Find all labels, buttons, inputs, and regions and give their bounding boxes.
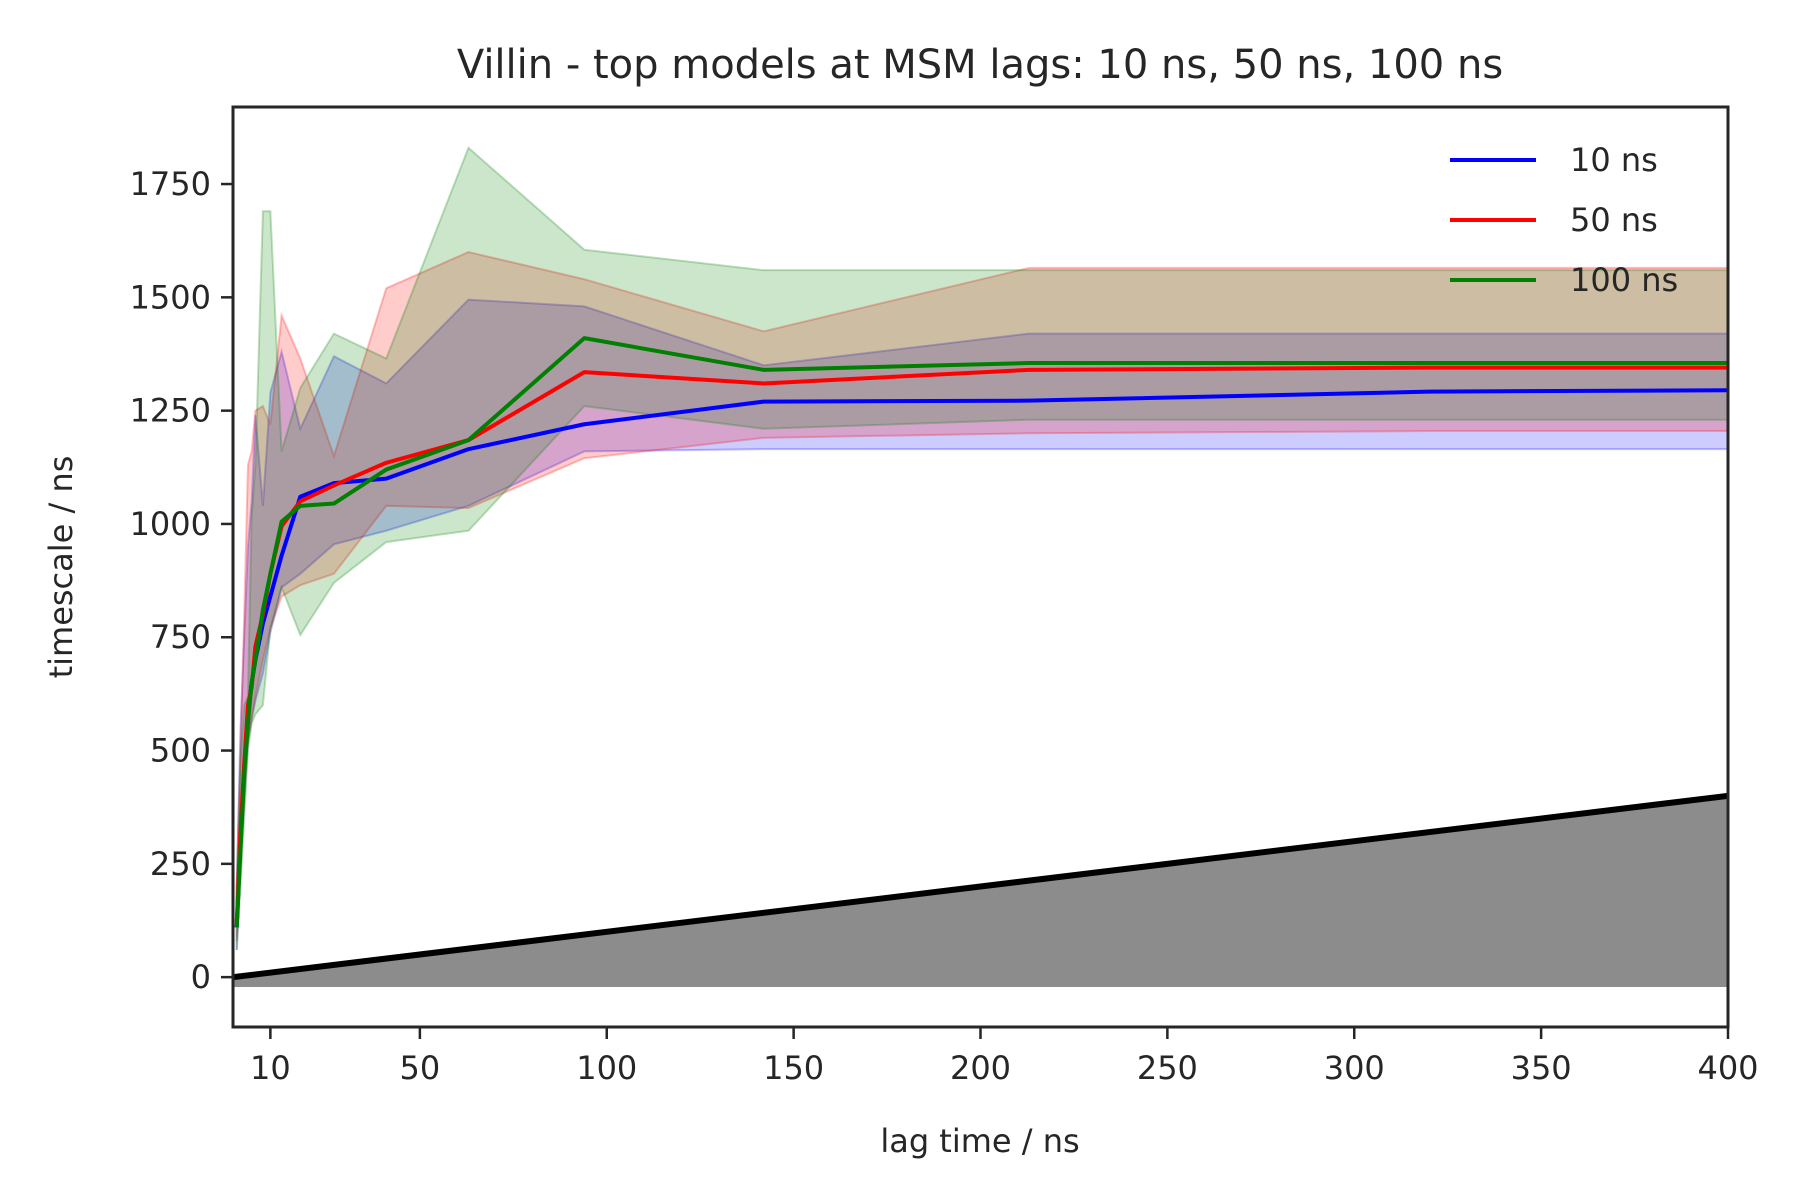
plot-area [233, 146, 1728, 987]
x-tick-label: 100 [576, 1049, 637, 1087]
y-tick-label: 1000 [130, 505, 211, 543]
y-tick-label: 1750 [130, 165, 211, 203]
series-band-1 [235, 250, 1728, 941]
reference-line [233, 792, 1728, 981]
x-axis-label: lag time / ns [880, 1122, 1079, 1160]
x-tick-label: 150 [763, 1049, 824, 1087]
x-tick-label: 10 [250, 1049, 291, 1087]
x-tick-label: 250 [1137, 1049, 1198, 1087]
y-axis: 0 250 500 750 1000 1250 1500 1750 [130, 165, 233, 996]
x-tick-label: 50 [400, 1049, 441, 1087]
y-tick-label: 0 [191, 958, 211, 996]
x-tick-label: 350 [1511, 1049, 1572, 1087]
series-line-2 [234, 336, 1728, 928]
x-axis: 10 50 100 150 200 250 300 350 400 [250, 1027, 1759, 1087]
y-tick-label: 1500 [130, 278, 211, 316]
y-axis-label: timescale / ns [42, 456, 80, 679]
legend-label-0: 10 ns [1570, 141, 1658, 179]
legend-label-2: 100 ns [1570, 261, 1678, 299]
chart-title: Villin - top models at MSM lags: 10 ns, … [457, 42, 1503, 88]
legend: 10 ns 50 ns 100 ns [1450, 141, 1678, 299]
series-band-2 [235, 146, 1728, 951]
y-tick-label: 1250 [130, 392, 211, 430]
y-tick-label: 250 [150, 845, 211, 883]
x-tick-label: 400 [1697, 1049, 1758, 1087]
y-tick-label: 500 [150, 732, 211, 770]
x-tick-label: 200 [950, 1049, 1011, 1087]
legend-label-1: 50 ns [1570, 201, 1658, 239]
x-tick-label: 300 [1324, 1049, 1385, 1087]
y-tick-label: 750 [150, 618, 211, 656]
